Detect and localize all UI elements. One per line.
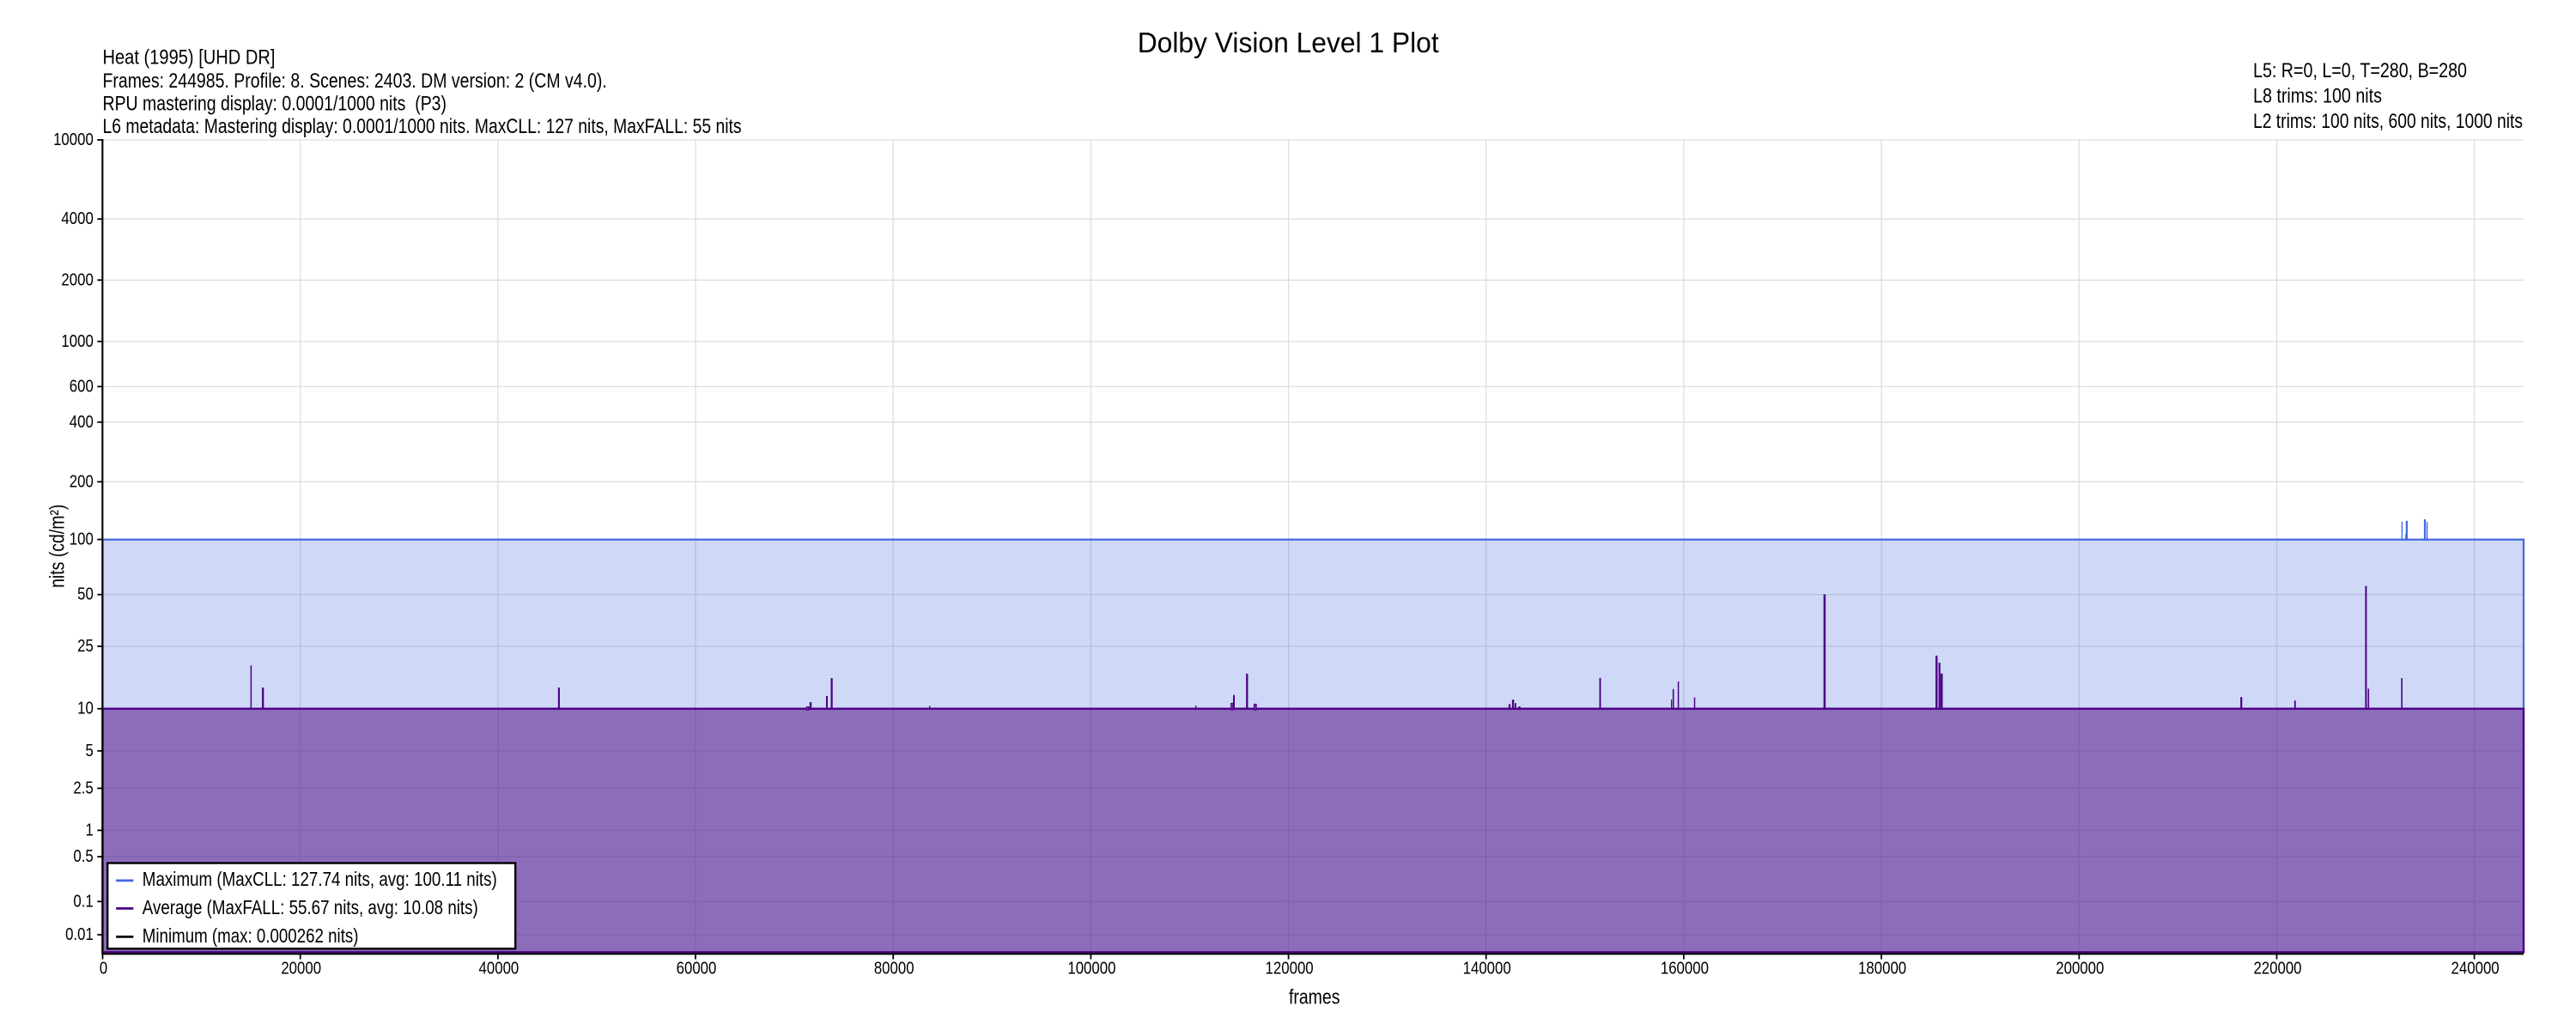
svg-text:50: 50 bbox=[77, 585, 94, 604]
svg-text:nits (cd/m²): nits (cd/m²) bbox=[47, 505, 70, 588]
svg-text:2.5: 2.5 bbox=[73, 778, 93, 797]
svg-text:20000: 20000 bbox=[281, 959, 321, 978]
svg-text:200: 200 bbox=[70, 471, 94, 491]
svg-text:Maximum (MaxCLL: 127.74 nits,: Maximum (MaxCLL: 127.74 nits, avg: 100.1… bbox=[143, 868, 497, 890]
svg-text:0.5: 0.5 bbox=[73, 846, 93, 866]
svg-text:0.01: 0.01 bbox=[65, 924, 94, 944]
svg-text:25: 25 bbox=[77, 636, 94, 656]
svg-text:Frames: 244985. Profile: 8. Sc: Frames: 244985. Profile: 8. Scenes: 2403… bbox=[103, 70, 607, 93]
svg-text:L6 metadata: Mastering display: L6 metadata: Mastering display: 0.0001/1… bbox=[103, 115, 742, 138]
svg-text:100: 100 bbox=[70, 530, 94, 549]
svg-text:60000: 60000 bbox=[677, 959, 717, 978]
svg-text:5: 5 bbox=[86, 741, 94, 760]
svg-text:0: 0 bbox=[100, 959, 107, 978]
svg-text:240000: 240000 bbox=[2451, 959, 2500, 978]
svg-text:80000: 80000 bbox=[874, 959, 914, 978]
svg-text:4000: 4000 bbox=[61, 209, 93, 228]
svg-text:L2 trims: 100 nits, 600 nits,: L2 trims: 100 nits, 600 nits, 1000 nits bbox=[2253, 110, 2523, 133]
svg-text:L8 trims: 100 nits: L8 trims: 100 nits bbox=[2253, 84, 2382, 107]
svg-text:0.1: 0.1 bbox=[73, 891, 93, 911]
svg-text:RPU mastering display: 0.0001/: RPU mastering display: 0.0001/1000 nits … bbox=[103, 93, 447, 116]
svg-text:L5: R=0, L=0, T=280, B=280: L5: R=0, L=0, T=280, B=280 bbox=[2253, 59, 2467, 82]
svg-text:100000: 100000 bbox=[1067, 959, 1115, 978]
svg-text:600: 600 bbox=[70, 376, 94, 396]
svg-text:2000: 2000 bbox=[61, 270, 93, 289]
svg-text:120000: 120000 bbox=[1266, 959, 1314, 978]
svg-text:400: 400 bbox=[70, 412, 94, 432]
svg-text:frames: frames bbox=[1289, 987, 1340, 1009]
svg-text:180000: 180000 bbox=[1858, 959, 1906, 978]
svg-text:200000: 200000 bbox=[2056, 959, 2104, 978]
svg-text:10000: 10000 bbox=[53, 130, 94, 149]
svg-text:1000: 1000 bbox=[61, 331, 93, 351]
svg-text:Heat (1995) [UHD DR]: Heat (1995) [UHD DR] bbox=[103, 45, 276, 69]
svg-text:140000: 140000 bbox=[1463, 959, 1511, 978]
svg-text:Average (MaxFALL: 55.67 nits,: Average (MaxFALL: 55.67 nits, avg: 10.08… bbox=[143, 896, 478, 918]
svg-text:160000: 160000 bbox=[1661, 959, 1709, 978]
svg-text:Dolby Vision Level 1 Plot: Dolby Vision Level 1 Plot bbox=[1138, 27, 1440, 59]
svg-text:40000: 40000 bbox=[479, 959, 519, 978]
svg-text:Minimum (max: 0.000262 nits): Minimum (max: 0.000262 nits) bbox=[143, 924, 359, 947]
svg-text:1: 1 bbox=[86, 820, 94, 839]
svg-text:220000: 220000 bbox=[2253, 959, 2301, 978]
svg-text:10: 10 bbox=[77, 699, 94, 718]
